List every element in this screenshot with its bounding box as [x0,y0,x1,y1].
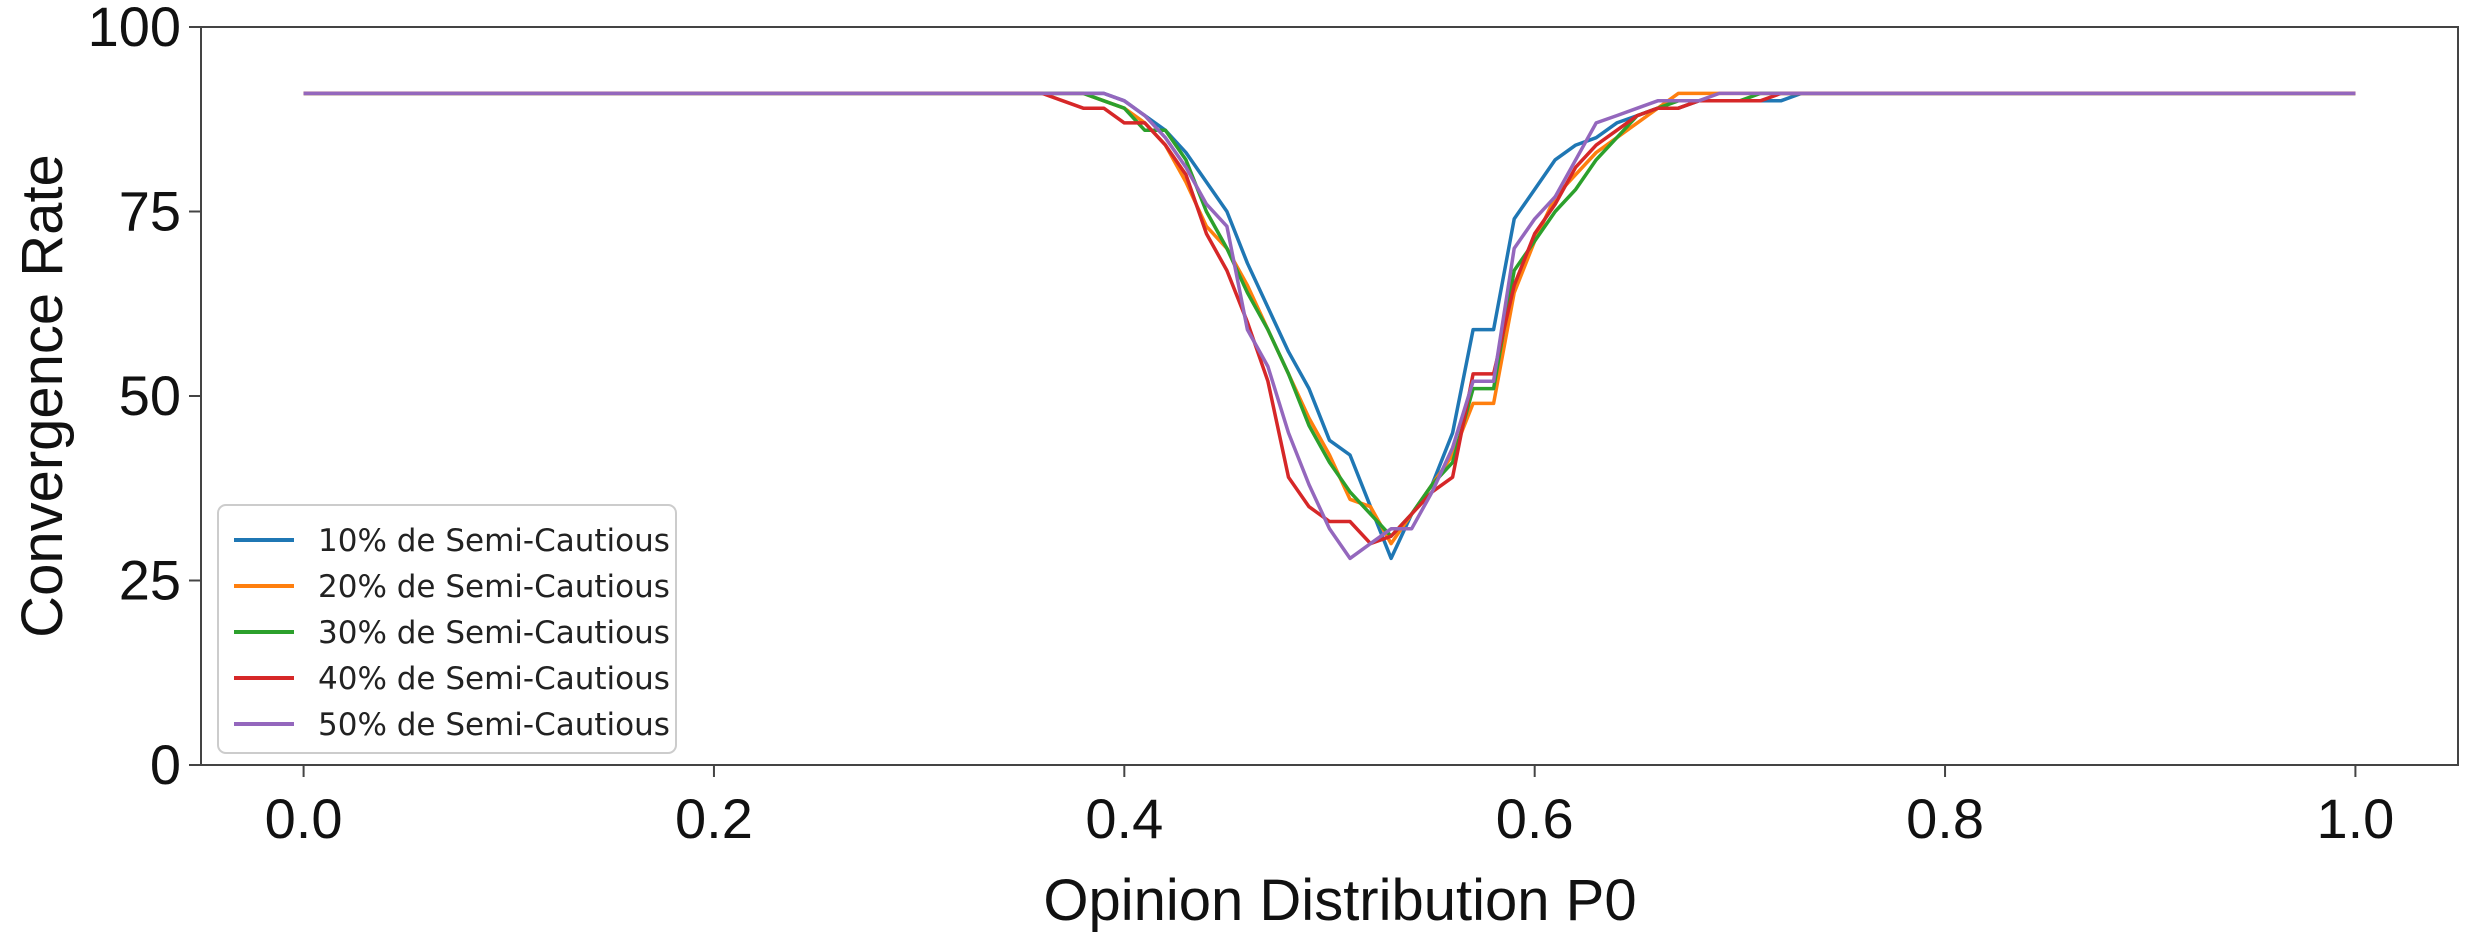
series-line-5 [303,91,2356,561]
legend-label-3: 30% de Semi-Cautious [318,615,670,651]
legend: 10% de Semi-Cautious 20% de Semi-Cautious… [217,504,677,754]
legend-label-5: 50% de Semi-Cautious [318,707,670,743]
y-tick-label: 100 [88,0,181,58]
legend-label-1: 10% de Semi-Cautious [318,523,670,559]
x-tick-label: 0.4 [1085,787,1163,850]
x-axis: 0.0 0.2 0.4 0.6 0.8 1.0 [265,765,2394,850]
y-tick-label: 25 [119,549,181,612]
x-tick-label: 0.2 [675,787,753,850]
legend-entries: 10% de Semi-Cautious 20% de Semi-Cautious… [234,523,670,743]
x-axis-title: Opinion Distribution P0 [1043,868,1636,933]
y-tick-label: 0 [150,733,181,796]
series-line-4 [303,91,2356,546]
legend-box [217,504,677,754]
legend-label-2: 20% de Semi-Cautious [318,569,670,605]
y-axis-title: Convergence Rate [10,154,75,638]
y-tick-label: 75 [119,180,181,243]
y-tick-label: 50 [119,364,181,427]
x-tick-label: 0.8 [1906,787,1984,850]
x-tick-label: 1.0 [2316,787,2394,850]
x-tick-label: 0.6 [1496,787,1574,850]
y-axis: 0 25 50 75 100 [88,0,201,796]
series-lines [303,91,2356,561]
legend-label-4: 40% de Semi-Cautious [318,661,670,697]
x-tick-label: 0.0 [265,787,343,850]
